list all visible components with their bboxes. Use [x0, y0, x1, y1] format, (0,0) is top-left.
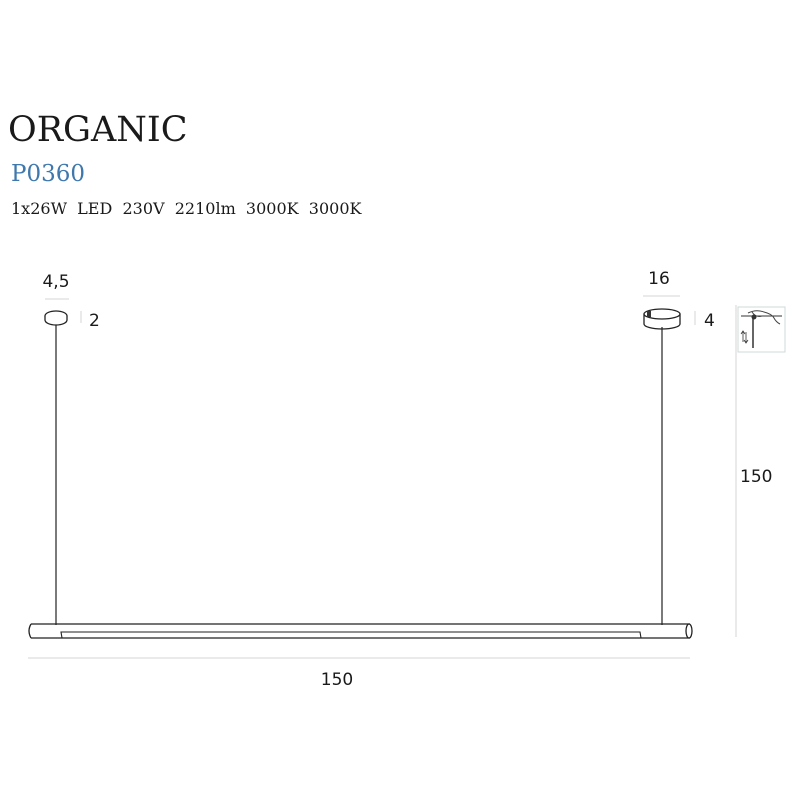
led-bar — [28, 623, 693, 639]
product-code: P0360 — [11, 161, 85, 187]
right-canopy-height: 4 — [704, 311, 715, 331]
left-canopy-height: 2 — [89, 311, 100, 331]
right-canopy: 16 4 — [643, 269, 715, 331]
product-specs: 1x26W LED 230V 2210lm 3000K 3000K — [11, 199, 362, 218]
product-title: ORGANIC — [8, 110, 188, 150]
left-canopy: 4,5 2 — [42, 272, 99, 331]
total-length: 150 — [321, 670, 353, 690]
right-canopy-diameter: 16 — [648, 269, 670, 289]
left-canopy-diameter: 4,5 — [42, 272, 69, 292]
hand-adjust-cable-icon — [737, 306, 786, 353]
total-height: 150 — [740, 467, 772, 487]
